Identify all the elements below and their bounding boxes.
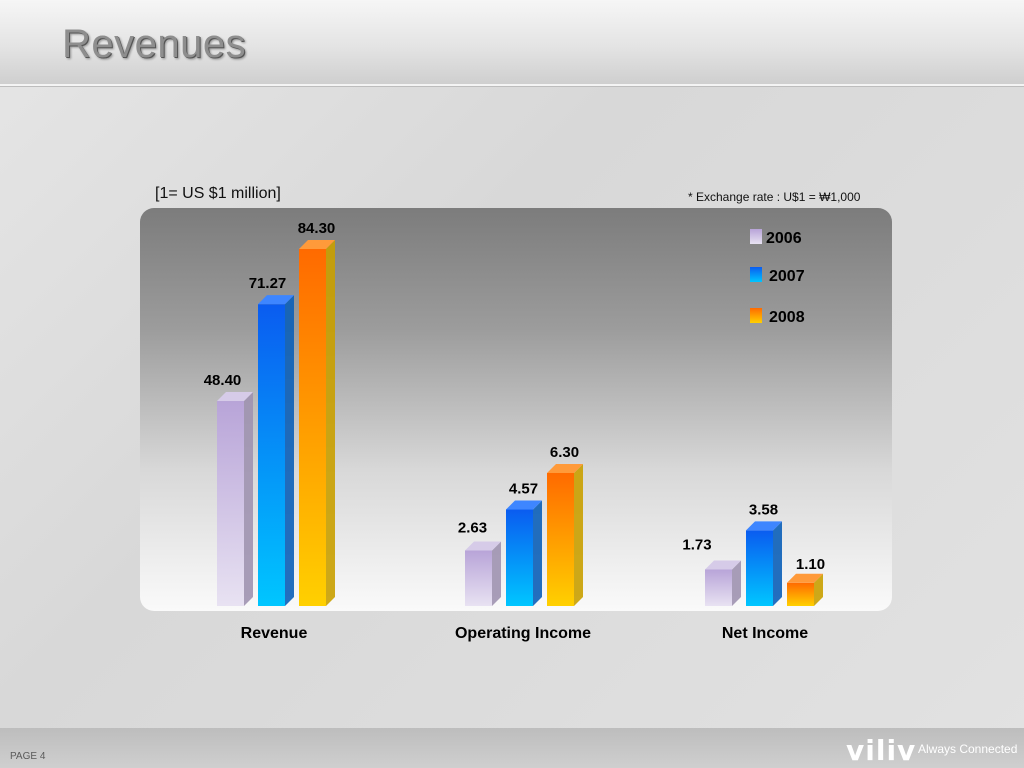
bar-2007-revenue	[258, 304, 285, 606]
bar-top-2007	[258, 295, 294, 305]
data-label: 48.40	[204, 372, 242, 389]
unit-note: [1= US $1 million]	[155, 185, 281, 202]
legend-label-2006: 2006	[766, 230, 802, 247]
bar-side-2007	[773, 521, 782, 606]
page-number: PAGE 4	[10, 751, 46, 762]
bar-top-2008	[787, 573, 823, 583]
bar-2007-net-income	[746, 530, 773, 606]
bar-side-2008	[326, 240, 335, 606]
bar-top-2006	[465, 541, 501, 551]
bar-top-2008	[299, 240, 335, 249]
bar-side-2008	[814, 573, 823, 606]
legend-swatch-2008	[750, 308, 762, 323]
brand-tagline: Always Connected	[918, 742, 1018, 756]
data-label: 3.58	[749, 501, 778, 518]
data-label: 2.63	[458, 519, 487, 536]
category-label: Revenue	[241, 625, 308, 642]
bar-side-2007	[285, 295, 294, 606]
bar-side-2006	[732, 560, 741, 606]
data-label: 1.73	[682, 536, 711, 553]
data-label: 4.57	[509, 481, 538, 498]
brand-logo: viliv	[846, 734, 917, 767]
bar-2006-revenue	[217, 401, 244, 606]
data-label: 84.30	[298, 220, 336, 237]
exchange-rate-note: * Exchange rate : U$1 = ₩1,000	[688, 190, 861, 204]
legend-label-2008: 2008	[769, 309, 805, 326]
bar-side-2006	[492, 541, 501, 606]
bar-top-2007	[506, 500, 542, 510]
bar-top-2006	[217, 392, 253, 402]
bar-2008-net-income	[787, 582, 814, 606]
data-label: 71.27	[249, 275, 287, 292]
bar-top-2008	[547, 464, 583, 473]
data-label: 1.10	[796, 556, 825, 573]
legend-label-2007: 2007	[769, 268, 805, 285]
bar-side-2008	[574, 464, 583, 606]
bar-top-2006	[705, 560, 741, 570]
title-bar: Revenues	[0, 0, 1024, 86]
bar-top-2007	[746, 521, 782, 531]
legend-swatch-2006	[750, 229, 762, 244]
bar-side-2006	[244, 392, 253, 606]
bar-2006-operating-income	[465, 550, 492, 606]
category-label: Operating Income	[455, 625, 591, 642]
data-label: 6.30	[550, 444, 579, 461]
legend-swatch-2007	[750, 267, 762, 282]
bar-2008-operating-income	[547, 473, 574, 606]
footer-bar: PAGE 4 viliv Always Connected	[0, 728, 1024, 768]
bar-2008-revenue	[299, 249, 326, 606]
bar-side-2007	[533, 500, 542, 606]
bar-2006-net-income	[705, 569, 732, 606]
page-title: Revenues	[62, 22, 247, 66]
category-label: Net Income	[722, 625, 808, 642]
bar-2007-operating-income	[506, 509, 533, 606]
